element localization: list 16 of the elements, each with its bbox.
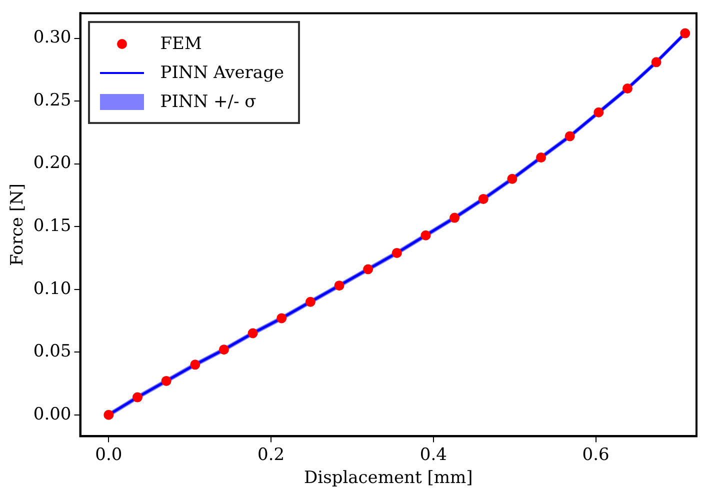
- y-tick-label: 0.05: [33, 342, 72, 362]
- y-tick-label: 0.15: [33, 216, 72, 236]
- x-tick-label: 0.0: [95, 444, 122, 465]
- y-axis-title: Force [N]: [8, 184, 28, 266]
- y-tick-label: 0.25: [33, 90, 72, 110]
- x-tick-label: 0.6: [582, 444, 610, 465]
- legend-label: PINN +/- σ: [160, 92, 256, 112]
- x-tick-label: 0.4: [420, 444, 447, 465]
- x-tick-label: 0.2: [258, 444, 285, 465]
- y-tick-label: 0.00: [33, 404, 72, 424]
- x-axis-title: Displacement [mm]: [304, 468, 473, 488]
- y-tick-label: 0.20: [33, 153, 72, 174]
- legend-label: PINN Average: [160, 62, 284, 83]
- y-tick-label: 0.30: [33, 28, 72, 48]
- legend-label: FEM: [160, 34, 202, 54]
- y-tick-label: 0.10: [33, 278, 72, 299]
